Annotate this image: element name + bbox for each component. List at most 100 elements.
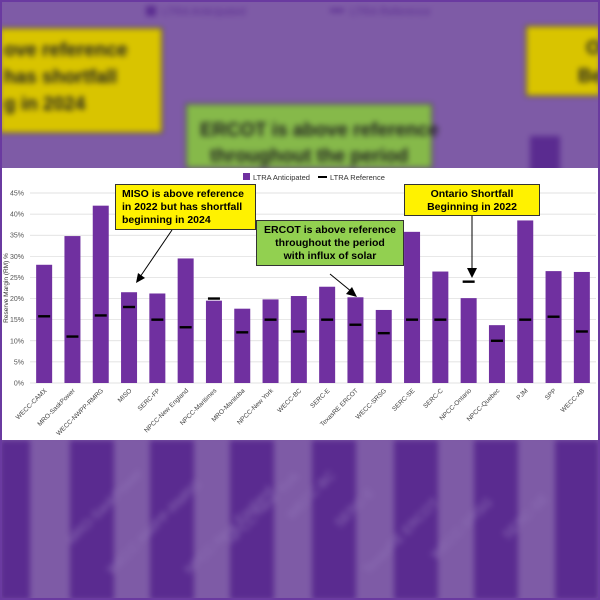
- reference-marker: [207, 297, 220, 300]
- reference-marker: [151, 318, 164, 321]
- bg-green-line-2: throughout the period: [210, 146, 408, 167]
- reference-marker: [38, 315, 51, 318]
- reference-marker: [519, 318, 532, 321]
- bar-anticipated: [177, 258, 194, 383]
- bg-green-line-1: ERCOT is above reference: [200, 120, 439, 141]
- bar-anticipated: [92, 205, 109, 383]
- y-tick-label: 15%: [10, 317, 24, 324]
- reference-marker: [66, 335, 79, 338]
- reference-marker: [179, 326, 192, 329]
- bar-anticipated: [488, 325, 505, 383]
- y-tick-label: 40%: [10, 212, 24, 219]
- x-tick-label: SERC-C: [422, 387, 445, 410]
- legend-anticipated-swatch: [243, 173, 250, 180]
- bg-legend-swatch: [146, 6, 156, 16]
- legend-anticipated-label: LTRA Anticipated: [253, 173, 310, 182]
- bg-right-line-2: Be: [578, 66, 600, 87]
- x-tick-label: SERC-FP: [137, 387, 162, 412]
- ontario-arrow-head: [467, 268, 477, 278]
- reference-marker: [406, 318, 419, 321]
- reference-marker: [264, 318, 277, 321]
- ontario-callout-line-2: Beginning in 2022: [427, 201, 517, 213]
- y-tick-label: 35%: [10, 233, 24, 240]
- bar-anticipated: [64, 236, 81, 383]
- bg-legend-text-1: LTRA Anticipated: [162, 6, 246, 18]
- bg-yellow-callout: [0, 27, 163, 134]
- reference-marker: [321, 318, 334, 321]
- reference-marker: [434, 318, 447, 321]
- miso-arrow-head: [136, 273, 145, 283]
- bar-anticipated: [545, 271, 562, 383]
- miso-callout-line-2: in 2022 but has shortfall: [122, 201, 243, 213]
- bar-anticipated: [404, 231, 421, 383]
- y-tick-label: 0%: [14, 381, 24, 388]
- bar-anticipated: [290, 296, 307, 383]
- x-tick-label: WECC-BC: [276, 387, 303, 414]
- bar-anticipated: [347, 297, 364, 383]
- bg-yellow-line-2: has shortfall: [4, 67, 117, 88]
- y-tick-label: 45%: [10, 191, 24, 198]
- bg-green-callout: [185, 103, 433, 169]
- ercot-callout-line-3: with influx of solar: [283, 250, 377, 262]
- bar-anticipated: [262, 299, 279, 383]
- bg-right-callout: [525, 25, 600, 97]
- y-tick-label: 30%: [10, 254, 24, 261]
- bar-anticipated: [375, 309, 392, 383]
- bg-right-line-1: O: [586, 38, 600, 59]
- y-axis-label: Reserve Margin (RM) %: [3, 253, 10, 323]
- y-tick-label: 20%: [10, 296, 24, 303]
- miso-arrow: [139, 229, 173, 278]
- ontario-callout: Ontario Shortfall Beginning in 2022: [404, 184, 540, 216]
- bar-anticipated: [319, 286, 336, 383]
- bar-anticipated: [432, 271, 449, 383]
- bar-anticipated: [517, 220, 534, 383]
- y-tick-label: 10%: [10, 338, 24, 345]
- x-tick-label: SPP: [544, 387, 558, 401]
- reference-marker: [490, 339, 503, 342]
- bg-yellow-line-3: g in 2024: [4, 94, 86, 115]
- bg-legend-text-2: LTRA Reference: [350, 6, 431, 18]
- miso-callout: MISO is above reference in 2022 but has …: [115, 184, 256, 230]
- bg-legend-line: [330, 9, 344, 12]
- y-tick-label: 5%: [14, 359, 24, 366]
- reference-marker: [547, 315, 560, 318]
- ercot-arrow-head: [346, 287, 357, 297]
- x-tick-label: WECC-AB: [560, 387, 587, 414]
- reference-marker: [349, 323, 362, 326]
- ercot-callout-line-2: throughout the period: [275, 237, 385, 249]
- legend-reference-label: LTRA Reference: [330, 173, 385, 182]
- x-tick-label: SERC-E: [309, 387, 332, 410]
- reference-marker: [236, 331, 249, 334]
- x-tick-label: MISO: [117, 387, 134, 404]
- miso-callout-line-1: MISO is above reference: [122, 188, 244, 200]
- callout-arrows: [136, 216, 477, 297]
- reference-marker: [462, 280, 475, 283]
- ercot-callout: ERCOT is above reference throughout the …: [256, 220, 404, 266]
- miso-callout-line-3: beginning in 2024: [122, 214, 211, 226]
- bg-yellow-line-1: ove reference: [4, 40, 128, 61]
- bar-anticipated: [205, 300, 222, 383]
- reference-marker: [292, 330, 305, 333]
- bar-anticipated: [573, 271, 590, 383]
- bar-anticipated: [121, 292, 138, 383]
- reserve-margin-chart: LTRA Anticipated LTRA Reference 0% 5% 10% 1…: [3, 173, 596, 437]
- ontario-callout-line-1: Ontario Shortfall: [430, 188, 514, 200]
- bg-bottom-bars: [0, 440, 599, 600]
- ercot-arrow: [329, 273, 353, 293]
- chart-legend: LTRA Anticipated LTRA Reference: [243, 173, 385, 182]
- reference-marker: [575, 330, 588, 333]
- bar-anticipated: [149, 293, 166, 383]
- bar-anticipated: [234, 308, 251, 383]
- bar-anticipated: [460, 298, 477, 383]
- x-tick-label: PJM: [516, 387, 530, 401]
- bar-anticipated: [36, 264, 53, 383]
- y-tick-label: 25%: [10, 275, 24, 282]
- reference-marker: [94, 314, 107, 317]
- ercot-callout-line-1: ERCOT is above reference: [264, 224, 396, 236]
- reference-marker: [377, 331, 390, 335]
- x-tick-label: SERC-SE: [391, 387, 417, 413]
- reference-marker: [123, 305, 136, 309]
- chart-panel: LTRA Anticipated LTRA Reference 0% 5% 10% 1…: [0, 168, 600, 440]
- legend-reference-swatch: [318, 176, 327, 178]
- x-tick-label: WECC-NWPP-RMRG: [55, 387, 105, 437]
